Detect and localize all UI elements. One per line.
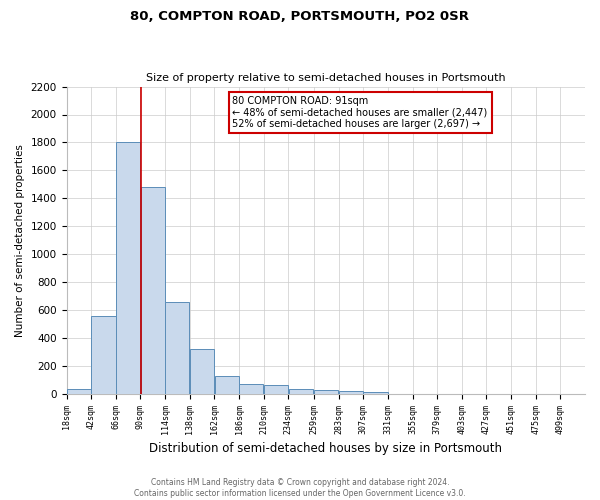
Bar: [67, 389, 91, 394]
Bar: [190, 348, 214, 394]
Bar: [314, 390, 338, 394]
Bar: [239, 384, 263, 394]
Bar: [339, 391, 363, 394]
Y-axis label: Number of semi-detached properties: Number of semi-detached properties: [15, 144, 25, 336]
Text: 80, COMPTON ROAD, PORTSMOUTH, PO2 0SR: 80, COMPTON ROAD, PORTSMOUTH, PO2 0SR: [131, 10, 470, 23]
Bar: [166, 302, 190, 394]
Bar: [289, 389, 313, 394]
Title: Size of property relative to semi-detached houses in Portsmouth: Size of property relative to semi-detach…: [146, 73, 506, 83]
Bar: [264, 386, 288, 394]
Bar: [364, 392, 388, 394]
Text: 80 COMPTON ROAD: 91sqm
← 48% of semi-detached houses are smaller (2,447)
52% of : 80 COMPTON ROAD: 91sqm ← 48% of semi-det…: [232, 96, 488, 129]
X-axis label: Distribution of semi-detached houses by size in Portsmouth: Distribution of semi-detached houses by …: [149, 442, 502, 455]
Bar: [91, 316, 116, 394]
Bar: [116, 142, 140, 394]
Bar: [141, 187, 165, 394]
Bar: [215, 376, 239, 394]
Text: Contains HM Land Registry data © Crown copyright and database right 2024.
Contai: Contains HM Land Registry data © Crown c…: [134, 478, 466, 498]
